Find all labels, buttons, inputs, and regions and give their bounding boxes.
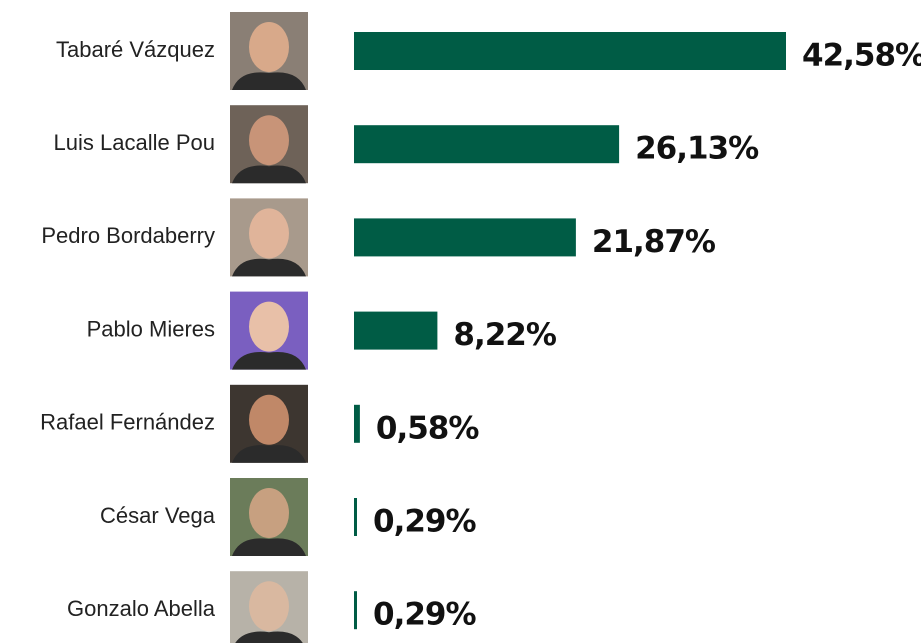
bar [354,218,576,256]
bar [354,125,619,163]
value-label: 0,29% [373,597,476,633]
photo [230,292,308,370]
bar [354,312,437,350]
photo [230,198,308,276]
value-label: 26,13% [635,131,759,167]
candidate-name: César Vega [100,503,216,528]
candidate-name: Pedro Bordaberry [41,223,215,248]
candidate-name: Luis Lacalle Pou [54,130,215,155]
bar [354,591,357,629]
photo [230,571,308,643]
photo-face [249,302,289,352]
bar [354,32,786,70]
value-label: 21,87% [592,224,716,260]
bar [354,498,357,536]
candidate-name: Pablo Mieres [87,316,215,341]
value-label: 0,29% [373,504,476,540]
photo-face [249,115,289,165]
photo-face [249,395,289,445]
photo [230,385,308,463]
photo [230,12,308,90]
bar [354,405,360,443]
photo-face [249,208,289,258]
photo [230,105,308,183]
candidate-name: Tabaré Vázquez [56,37,215,62]
chart: Tabaré Vázquez 42,58% Luis Lacalle Pou 26,1… [0,0,921,643]
candidate-name: Rafael Fernández [40,410,215,435]
value-label: 0,58% [376,410,479,446]
value-label: 8,22% [453,317,556,353]
candidate-name: Gonzalo Abella [67,596,216,621]
photo-face [249,488,289,538]
value-label: 42,58% [802,38,921,74]
photo-face [249,22,289,72]
photo [230,478,308,556]
photo-face [249,581,289,631]
